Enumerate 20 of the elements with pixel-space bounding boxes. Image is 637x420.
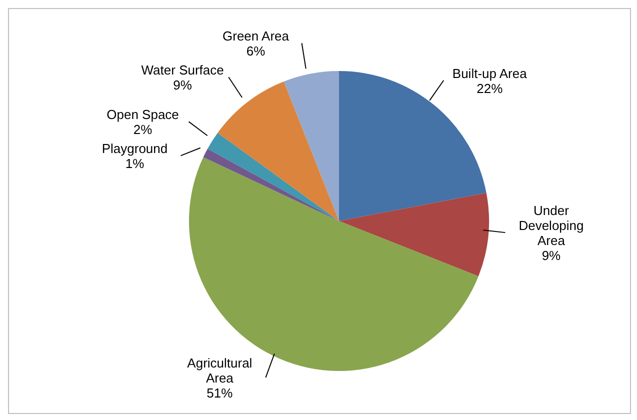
slice-label: Agricultural Area [187,355,252,386]
slice-label: Under Developing Area [518,202,584,248]
pie-slice [189,157,478,371]
data-label: 1% [125,156,145,171]
slice-label: Green Area [222,28,290,44]
data-label: 9% [542,248,562,263]
pie-slice [218,82,339,221]
slice-label: Playground [102,140,168,156]
pie-slice [339,192,489,276]
pie-slice [208,132,339,221]
pie-slice [284,71,339,221]
slice-label: Water Surface [141,62,224,78]
data-label: 51% [206,385,234,400]
data-label: 22% [476,80,504,96]
slice-label: Built-up Area [452,65,528,80]
data-label: 6% [246,43,266,58]
data-label: 2% [133,122,153,137]
data-label: 9% [173,77,192,92]
pie-slice [203,148,339,221]
slice-label: Open Space [106,106,179,122]
